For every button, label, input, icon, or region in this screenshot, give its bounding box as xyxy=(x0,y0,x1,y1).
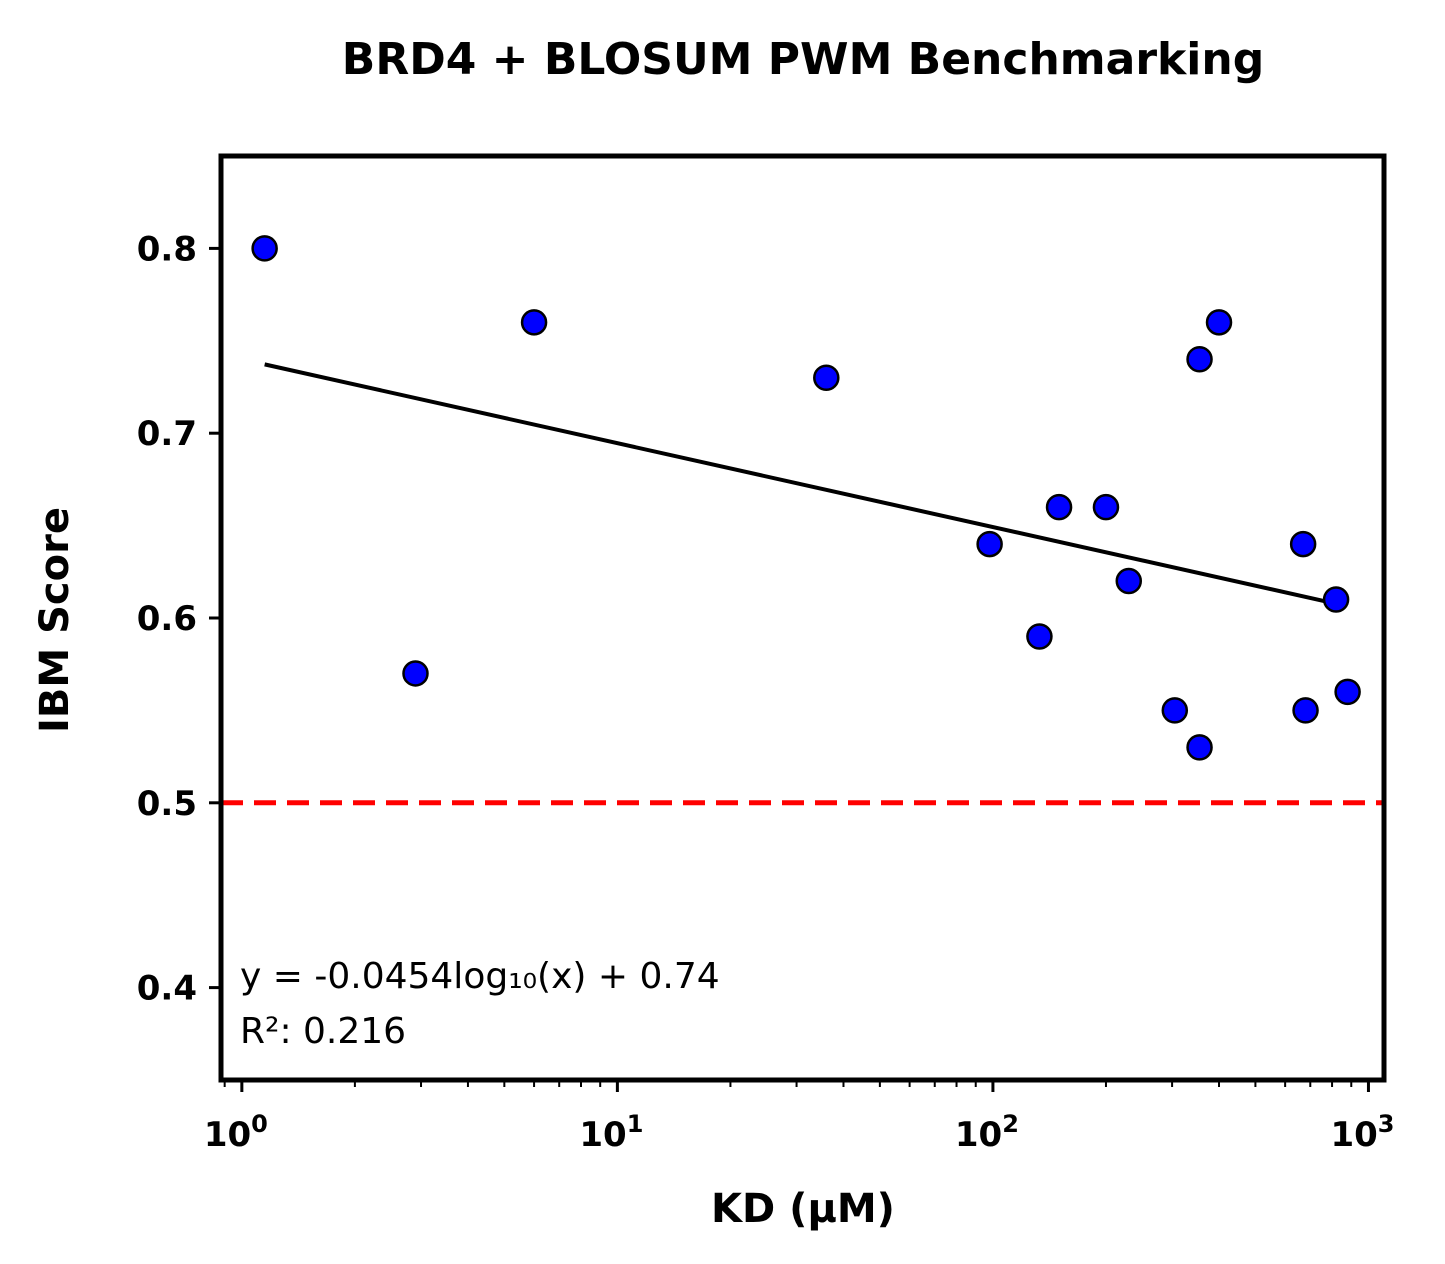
data-point xyxy=(1205,309,1233,336)
data-point xyxy=(976,530,1003,558)
data-point xyxy=(251,235,278,262)
y-tick-label: 0.8 xyxy=(137,229,197,269)
data-point xyxy=(520,309,548,336)
y-tick-label: 0.7 xyxy=(137,414,197,454)
x-tick-label: 101 xyxy=(579,1110,643,1155)
plot-area: 0.4 0.5 0.6 0.7 0.8 100 101 102 103 xyxy=(137,153,1394,1155)
y-tick-label: 0.6 xyxy=(137,599,197,639)
fit-equation: y = -0.0454log₁₀(x) + 0.74 xyxy=(240,956,720,997)
data-point xyxy=(1322,586,1350,613)
data-point xyxy=(1092,493,1120,521)
fit-line xyxy=(264,362,1343,608)
chart-title: BRD4 + BLOSUM PWM Benchmarking xyxy=(342,34,1264,85)
data-point xyxy=(1115,567,1143,595)
data-point xyxy=(1161,697,1189,724)
data-point xyxy=(1186,734,1213,761)
x-tick-label: 102 xyxy=(955,1110,1019,1155)
data-point xyxy=(1045,493,1073,521)
data-point xyxy=(813,364,840,392)
r-squared: R²: 0.216 xyxy=(240,1011,406,1052)
data-point xyxy=(402,660,429,687)
plot-frame xyxy=(218,153,1387,1083)
y-tick-label: 0.4 xyxy=(137,969,197,1009)
data-point xyxy=(1292,697,1319,724)
x-tick-label: 100 xyxy=(204,1110,268,1155)
data-point xyxy=(1334,678,1361,706)
y-axis-label: IBM Score xyxy=(32,507,78,733)
x-tick-label: 103 xyxy=(1330,1110,1394,1155)
x-axis-label: KD (μM) xyxy=(711,1186,895,1232)
data-point xyxy=(1186,346,1213,373)
data-point xyxy=(1289,530,1317,558)
data-point xyxy=(1026,623,1053,650)
y-tick-label: 0.5 xyxy=(137,784,197,824)
